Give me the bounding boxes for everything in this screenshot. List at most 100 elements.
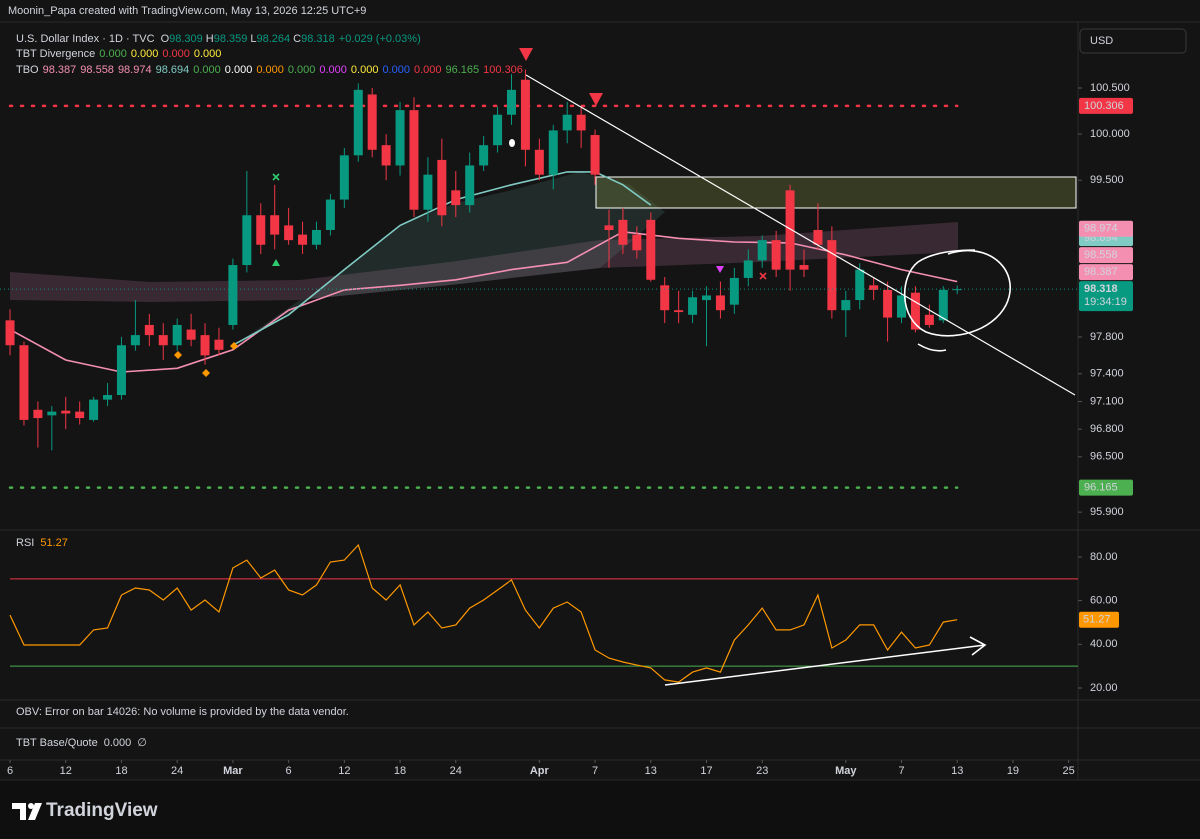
ohlc-value: 98.359 — [214, 33, 248, 45]
countdown-label: 19:34:19 — [1084, 296, 1127, 308]
ohlc-key: O — [161, 33, 170, 45]
candle-body — [479, 145, 489, 166]
indicator-value: 98.694 — [156, 64, 190, 76]
x-tick-label: Mar — [223, 765, 243, 777]
indicator-value: 98.558 — [80, 64, 114, 76]
ohlc-key: H — [206, 33, 214, 45]
candle-body — [228, 265, 238, 325]
x-tick-label: 7 — [592, 765, 598, 777]
y-tick-label: 99.500 — [1090, 174, 1124, 186]
candle-body — [562, 114, 572, 131]
y-tick-label: 97.100 — [1090, 395, 1124, 407]
indicator-value: 0.000 — [194, 48, 222, 60]
candle-body — [576, 114, 586, 131]
candle-body — [799, 265, 809, 270]
y-tick-label: 96.500 — [1090, 451, 1124, 463]
candle-body — [632, 234, 642, 251]
price-tag — [1079, 264, 1133, 281]
candle-body — [409, 110, 419, 210]
candle-body — [883, 289, 893, 318]
candle-body — [910, 292, 920, 330]
ohlc-key: C — [293, 33, 301, 45]
candle-body — [437, 159, 447, 216]
y-tick-label: 97.800 — [1090, 331, 1124, 343]
indicator-value: 0.000 — [193, 64, 221, 76]
price-tag — [1079, 220, 1133, 237]
candle-body — [660, 285, 670, 311]
price-tag-label: 98.974 — [1084, 223, 1118, 235]
overlay-line — [9, 230, 958, 373]
cloud-fill — [233, 172, 665, 346]
symbol-title: U.S. Dollar Index · 1D · TVC — [16, 33, 155, 45]
currency-label[interactable]: USD — [1090, 35, 1113, 47]
indicator-value: 0.000 — [414, 64, 442, 76]
indicator-value: 0.000 — [351, 64, 379, 76]
candle-body — [353, 89, 363, 156]
x-tick-label: 7 — [898, 765, 904, 777]
brand-logo — [12, 803, 42, 820]
x-tick-label: 24 — [450, 765, 462, 777]
candle-body — [465, 165, 475, 206]
candle-body — [548, 130, 558, 175]
candle-body — [590, 135, 600, 175]
candle-body — [214, 339, 224, 350]
brand-name: TradingView — [46, 800, 158, 821]
ohlc-value: 98.264 — [257, 33, 291, 45]
trend-line — [525, 74, 1076, 396]
candle-body — [130, 335, 140, 346]
candle-body — [200, 335, 210, 356]
y-tick-label: 80.00 — [1090, 551, 1118, 563]
indicator-value: 98.974 — [118, 64, 152, 76]
currency-button[interactable] — [1079, 28, 1187, 54]
candle-body — [172, 324, 182, 346]
brand-logo-dot — [28, 803, 34, 809]
x-tick-label: 12 — [338, 765, 350, 777]
price-tag — [1079, 247, 1133, 264]
candle-body — [771, 240, 781, 270]
x-tick-label: 6 — [7, 765, 13, 777]
y-tick-label: 97.400 — [1090, 368, 1124, 380]
hand-circle-tail — [917, 343, 947, 352]
candle-body — [89, 399, 99, 420]
x-tick-label: 19 — [1007, 765, 1019, 777]
candle-body — [451, 190, 461, 206]
candle-body — [855, 269, 865, 301]
candle-body — [75, 411, 85, 419]
candle-body — [952, 289, 962, 291]
price-tag-label: 98.387 — [1084, 266, 1118, 278]
signal-triangle — [519, 48, 533, 61]
indicator-value: 0.000 — [131, 48, 159, 60]
candle-body — [506, 89, 516, 115]
indicator-value: 51.27 — [40, 537, 68, 549]
candle-body — [493, 114, 503, 146]
obv-message: OBV: Error on bar 14026: No volume is pr… — [16, 706, 349, 718]
signal-triangle — [589, 93, 603, 106]
y-tick-label: 20.00 — [1090, 682, 1118, 694]
candle-body — [395, 110, 405, 166]
candle-body — [298, 234, 308, 245]
signal-cross — [272, 173, 280, 181]
price-tag-label: 98.558 — [1084, 249, 1118, 261]
signal-triangle — [272, 259, 280, 266]
x-tick-label: 24 — [171, 765, 183, 777]
signal-triangle — [716, 266, 724, 273]
overlay-line — [232, 171, 652, 346]
attribution: Moonin_Papa created with TradingView.com… — [8, 5, 366, 17]
candle-body — [284, 225, 294, 241]
candle-body — [381, 145, 391, 166]
price-tag — [1079, 479, 1133, 496]
candle-body — [19, 345, 29, 420]
candle-body — [897, 295, 907, 318]
candle-body — [785, 190, 795, 270]
x-tick-label: 12 — [60, 765, 72, 777]
ohlc-value: 98.309 — [169, 33, 203, 45]
candle-body — [757, 240, 767, 261]
indicator-name: TBT Divergence — [16, 48, 95, 60]
ohlc-value: 98.318 — [301, 33, 335, 45]
candle-body — [688, 297, 698, 315]
x-tick-label: 18 — [394, 765, 406, 777]
candle-body — [61, 410, 71, 414]
x-tick-label: 18 — [115, 765, 127, 777]
